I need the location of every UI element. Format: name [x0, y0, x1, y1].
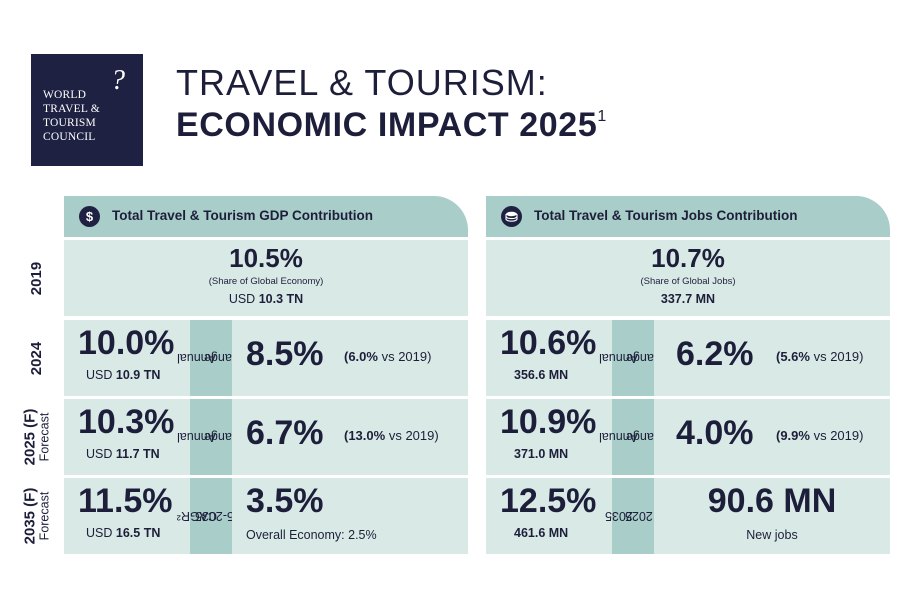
logo-text: WORLD TRAVEL & TOURISM COUNCIL — [43, 89, 100, 143]
jobs-2025-change-cell: 4.0% (9.9% vs 2019) — [654, 399, 890, 475]
jobs-2024-vs: (5.6% vs 2019) — [776, 349, 864, 364]
jobs-2035-share-cell: 12.5% 461.6 MN — [486, 478, 612, 554]
jobs-2019-cell: 10.7% (Share of Global Jobs) 337.7 MN — [486, 240, 890, 316]
jobs-2025-share: 10.9% — [500, 403, 597, 441]
gdp-header-text: Total Travel & Tourism GDP Contribution — [112, 208, 374, 223]
jobs-2019-count: 337.7 MN — [660, 292, 716, 306]
gdp-2025-change-cell: 6.7% (13.0% vs 2019) — [232, 399, 468, 475]
gdp-2025-share: 10.3% — [78, 403, 175, 441]
jobs-2035-share: 12.5% — [500, 482, 597, 520]
row-label-2035: 2035 (F) Forecast — [21, 487, 52, 545]
gdp-2025-share-cell: 10.3% USD 11.7 TN — [64, 399, 190, 475]
gdp-2024-share-cell: 10.0% USD 10.9 TN — [64, 320, 190, 396]
jobs-2024-share: 10.6% — [500, 324, 597, 362]
gdp-2024-vs: (6.0% vs 2019) — [344, 349, 432, 364]
coins-icon — [501, 206, 522, 227]
jobs-2024-count: 356.6 MN — [514, 368, 569, 382]
gdp-2019-usd: USD 10.3 TN — [228, 292, 304, 306]
jobs-2024-change-cell: 6.2% (5.6% vs 2019) — [654, 320, 890, 396]
wttc-logo: ? WORLD TRAVEL & TOURISM COUNCIL — [31, 54, 143, 166]
gdp-2019-cell: 10.5% (Share of Global Economy) USD 10.3… — [64, 240, 468, 316]
dollar-icon: $ — [79, 206, 100, 227]
gdp-2024-change-cell: 8.5% (6.0% vs 2019) — [232, 320, 468, 396]
gdp-panel-header: $ Total Travel & Tourism GDP Contributio… — [64, 196, 468, 237]
gdp-2035-cagr: 3.5% — [246, 482, 324, 520]
gdp-2025-vs: (13.0% vs 2019) — [344, 428, 439, 443]
jobs-2025-change: 4.0% — [676, 414, 754, 452]
gdp-2019-share: 10.5% — [229, 243, 303, 273]
gdp-2035-tab: CAGR² 2025-2035 — [177, 478, 255, 554]
jobs-2035-tab: 2035 vs 2025 — [605, 478, 669, 554]
jobs-2025-count: 371.0 MN — [514, 447, 569, 461]
jobs-2024-tab: Annual change — [600, 320, 668, 396]
jobs-2035-new-label: New jobs — [746, 528, 798, 542]
jobs-2024-change: 6.2% — [676, 335, 754, 373]
jobs-2019-share: 10.7% — [651, 243, 725, 273]
logo-mark-icon: ? — [111, 65, 125, 96]
jobs-2035-new-jobs: 90.6 MN — [707, 482, 837, 520]
gdp-2035-share-cell: 11.5% USD 16.5 TN — [64, 478, 190, 554]
jobs-2035-new-cell: 90.6 MN New jobs — [654, 478, 890, 554]
jobs-2024-share-cell: 10.6% 356.6 MN — [486, 320, 612, 396]
gdp-2025-tab: Annual change — [178, 399, 246, 475]
row-label-2024: 2024 — [28, 341, 46, 375]
gdp-2019-note: (Share of Global Economy) — [208, 276, 324, 287]
jobs-2035-count: 461.6 MN — [514, 526, 569, 540]
jobs-panel-header: Total Travel & Tourism Jobs Contribution — [486, 196, 890, 237]
gdp-2035-share: 11.5% — [78, 482, 173, 520]
row-label-2019: 2019 — [28, 261, 46, 295]
gdp-2024-usd: USD 10.9 TN — [86, 368, 161, 382]
gdp-2024-change: 8.5% — [246, 335, 324, 373]
gdp-2035-cagr-cell: 3.5% Overall Economy: 2.5% — [232, 478, 468, 554]
jobs-2025-vs: (9.9% vs 2019) — [776, 428, 864, 443]
gdp-2025-change: 6.7% — [246, 414, 324, 452]
jobs-2019-note: (Share of Global Jobs) — [640, 276, 736, 287]
jobs-header-text: Total Travel & Tourism Jobs Contribution — [534, 208, 798, 223]
jobs-2025-share-cell: 10.9% 371.0 MN — [486, 399, 612, 475]
gdp-2035-usd: USD 16.5 TN — [86, 526, 161, 540]
gdp-2024-tab: Annual change — [178, 320, 246, 396]
row-label-2025: 2025 (F) Forecast — [21, 408, 52, 466]
page-title-line2: ECONOMIC IMPACT 20251 — [176, 106, 607, 144]
gdp-2025-usd: USD 11.7 TN — [86, 447, 160, 461]
gdp-2024-share: 10.0% — [78, 324, 175, 362]
jobs-2025-tab: Annual change — [600, 399, 668, 475]
title-footnote: 1 — [597, 108, 607, 125]
page-title-line1: TRAVEL & TOURISM: — [176, 62, 548, 103]
gdp-2035-overall: Overall Economy: 2.5% — [246, 528, 377, 542]
